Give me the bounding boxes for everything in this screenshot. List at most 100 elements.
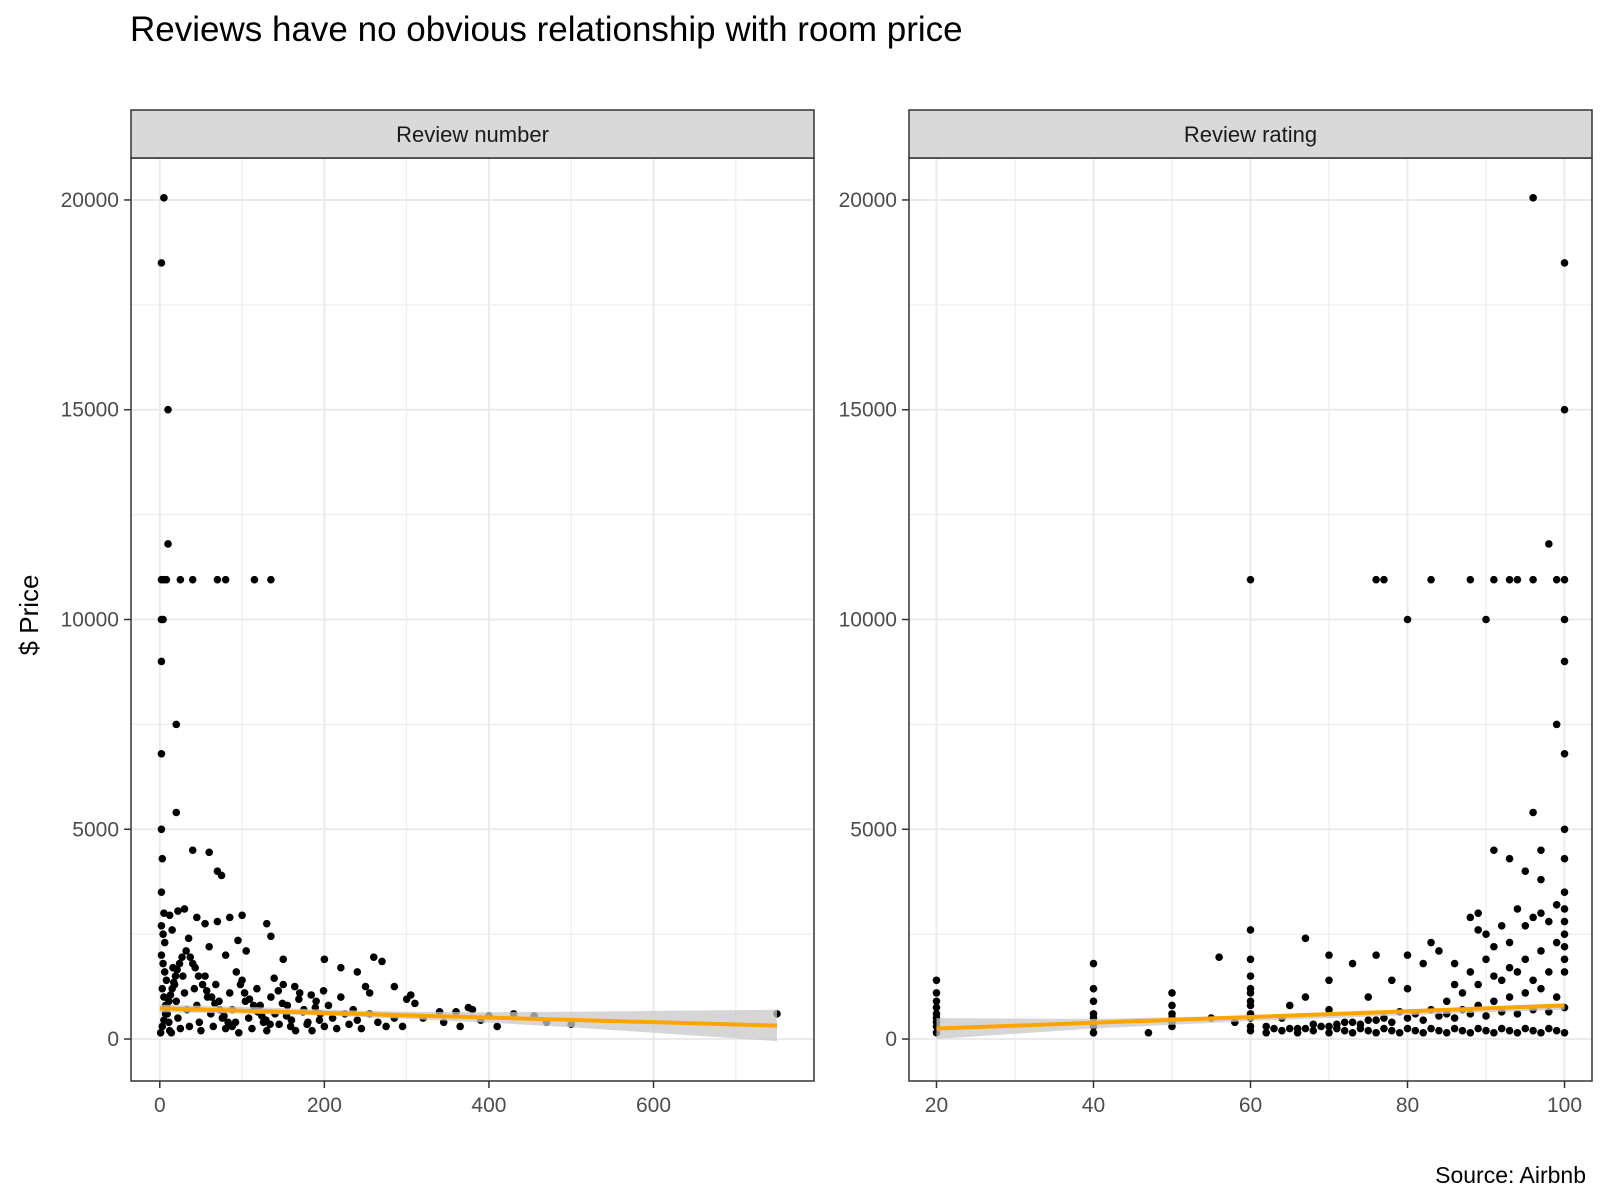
scatter-point bbox=[1411, 1026, 1420, 1035]
scatter-point bbox=[1427, 938, 1435, 947]
scatter-point bbox=[172, 720, 181, 729]
scatter-point bbox=[932, 989, 941, 997]
scatter-point bbox=[1505, 993, 1514, 1001]
scatter-point bbox=[1466, 575, 1475, 584]
scatter-point bbox=[162, 575, 171, 584]
scatter-point bbox=[190, 984, 199, 993]
scatter-point bbox=[1403, 615, 1412, 624]
scatter-point bbox=[291, 1026, 300, 1035]
scatter-point bbox=[188, 846, 197, 855]
scatter-point bbox=[220, 1012, 228, 1020]
scatter-point bbox=[211, 999, 219, 1008]
scatter-point bbox=[164, 540, 172, 548]
scatter-point bbox=[267, 993, 275, 1001]
scatter-point bbox=[1427, 1024, 1435, 1033]
scatter-point bbox=[1325, 951, 1333, 959]
scatter-point bbox=[221, 1024, 230, 1033]
scatter-point bbox=[295, 989, 304, 997]
scatter-point bbox=[1168, 1001, 1176, 1010]
scatter-point bbox=[1466, 913, 1475, 922]
scatter-point bbox=[1560, 749, 1569, 758]
scatter-point bbox=[1560, 917, 1569, 926]
scatter-point bbox=[1325, 1005, 1333, 1014]
scatter-point bbox=[1301, 1024, 1310, 1033]
x-tick-label: 400 bbox=[471, 1094, 506, 1117]
scatter-point bbox=[1552, 993, 1561, 1001]
scatter-point bbox=[353, 1016, 362, 1024]
scatter-point bbox=[1388, 1026, 1396, 1035]
scatter-point bbox=[228, 1022, 237, 1031]
scatter-point bbox=[1490, 942, 1498, 951]
scatter-point bbox=[1521, 989, 1530, 997]
scatter-point bbox=[1537, 875, 1545, 884]
scatter-point bbox=[1513, 905, 1522, 913]
scatter-point bbox=[328, 1014, 337, 1022]
scatter-point bbox=[398, 1022, 407, 1031]
scatter-point bbox=[1215, 953, 1223, 962]
scatter-point bbox=[1529, 913, 1537, 922]
scatter-point bbox=[1309, 1020, 1318, 1029]
scatter-point bbox=[1537, 984, 1545, 993]
scatter-point bbox=[238, 911, 246, 920]
scatter-point bbox=[217, 871, 226, 880]
scatter-point bbox=[198, 980, 207, 989]
scatter-point bbox=[1301, 934, 1310, 943]
scatter-point bbox=[162, 976, 171, 985]
scatter-point bbox=[324, 1001, 333, 1010]
scatter-point bbox=[1552, 900, 1561, 909]
scatter-point bbox=[493, 1022, 501, 1031]
scatter-point bbox=[160, 993, 168, 1001]
scatter-point bbox=[211, 980, 220, 989]
scatter-point bbox=[1372, 1028, 1380, 1037]
scatter-point bbox=[176, 1024, 185, 1033]
scatter-point bbox=[315, 1016, 324, 1024]
y-tick-label: 20000 bbox=[839, 189, 897, 212]
scatter-point bbox=[337, 963, 345, 972]
scatter-point bbox=[157, 657, 166, 666]
scatter-point bbox=[236, 980, 245, 989]
scatter-point bbox=[267, 932, 275, 941]
scatter-point bbox=[1450, 959, 1459, 968]
scatter-point bbox=[209, 1022, 218, 1031]
scatter-point bbox=[160, 968, 169, 976]
scatter-point bbox=[266, 1020, 274, 1029]
x-tick-label: 0 bbox=[154, 1094, 166, 1117]
scatter-point bbox=[1521, 867, 1530, 876]
y-tick-label: 0 bbox=[885, 1028, 897, 1051]
scatter-point bbox=[1560, 968, 1569, 976]
scatter-point bbox=[1474, 1024, 1482, 1033]
scatter-point bbox=[174, 1014, 182, 1022]
scatter-point bbox=[182, 947, 190, 955]
scatter-point bbox=[1505, 854, 1514, 863]
scatter-point bbox=[411, 999, 419, 1008]
scatter-point bbox=[1545, 540, 1553, 548]
scatter-point bbox=[1089, 984, 1098, 993]
scatter-point bbox=[369, 953, 378, 962]
scatter-point bbox=[1560, 854, 1569, 863]
scatter-point bbox=[207, 993, 216, 1001]
scatter-point bbox=[1246, 984, 1255, 993]
scatter-point bbox=[1372, 575, 1380, 584]
scatter-point bbox=[180, 905, 189, 913]
scatter-point bbox=[1285, 1001, 1294, 1010]
scatter-point bbox=[1513, 1010, 1522, 1018]
scatter-point bbox=[1380, 1014, 1388, 1022]
scatter-point bbox=[1545, 968, 1553, 976]
y-tick-label: 10000 bbox=[61, 609, 119, 632]
scatter-point bbox=[1560, 657, 1569, 666]
scatter-point bbox=[1089, 959, 1098, 968]
x-tick-label: 60 bbox=[1239, 1094, 1262, 1117]
scatter-point bbox=[253, 984, 261, 993]
scatter-point bbox=[1372, 951, 1380, 959]
scatter-point bbox=[157, 921, 166, 930]
scatter-point bbox=[245, 995, 254, 1003]
scatter-point bbox=[1356, 1024, 1365, 1033]
scatter-point bbox=[303, 1020, 311, 1029]
scatter-point bbox=[456, 1022, 464, 1031]
scatter-point bbox=[320, 955, 329, 964]
scatter-point bbox=[1560, 575, 1569, 584]
scatter-point bbox=[1450, 1024, 1459, 1033]
scatter-point bbox=[1089, 997, 1098, 1006]
scatter-point bbox=[244, 1014, 253, 1022]
